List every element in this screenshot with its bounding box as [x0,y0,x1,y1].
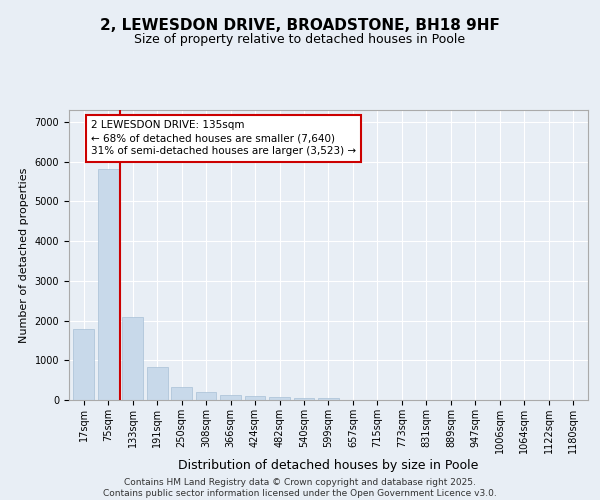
Bar [245,396,265,400]
Bar [147,368,167,400]
Text: 2 LEWESDON DRIVE: 135sqm
← 68% of detached houses are smaller (7,640)
31% of sem: 2 LEWESDON DRIVE: 135sqm ← 68% of detach… [91,120,356,156]
Bar [122,316,143,400]
Bar [220,395,241,400]
Text: Contains HM Land Registry data © Crown copyright and database right 2025.
Contai: Contains HM Land Registry data © Crown c… [103,478,497,498]
Bar [269,397,290,400]
Text: 2, LEWESDON DRIVE, BROADSTONE, BH18 9HF: 2, LEWESDON DRIVE, BROADSTONE, BH18 9HF [100,18,500,32]
Y-axis label: Number of detached properties: Number of detached properties [19,168,29,342]
Bar [98,169,119,400]
Bar [73,330,94,400]
Text: Size of property relative to detached houses in Poole: Size of property relative to detached ho… [134,32,466,46]
Bar [196,392,217,400]
Bar [171,387,192,400]
X-axis label: Distribution of detached houses by size in Poole: Distribution of detached houses by size … [178,458,479,471]
Bar [318,398,339,400]
Bar [293,398,314,400]
